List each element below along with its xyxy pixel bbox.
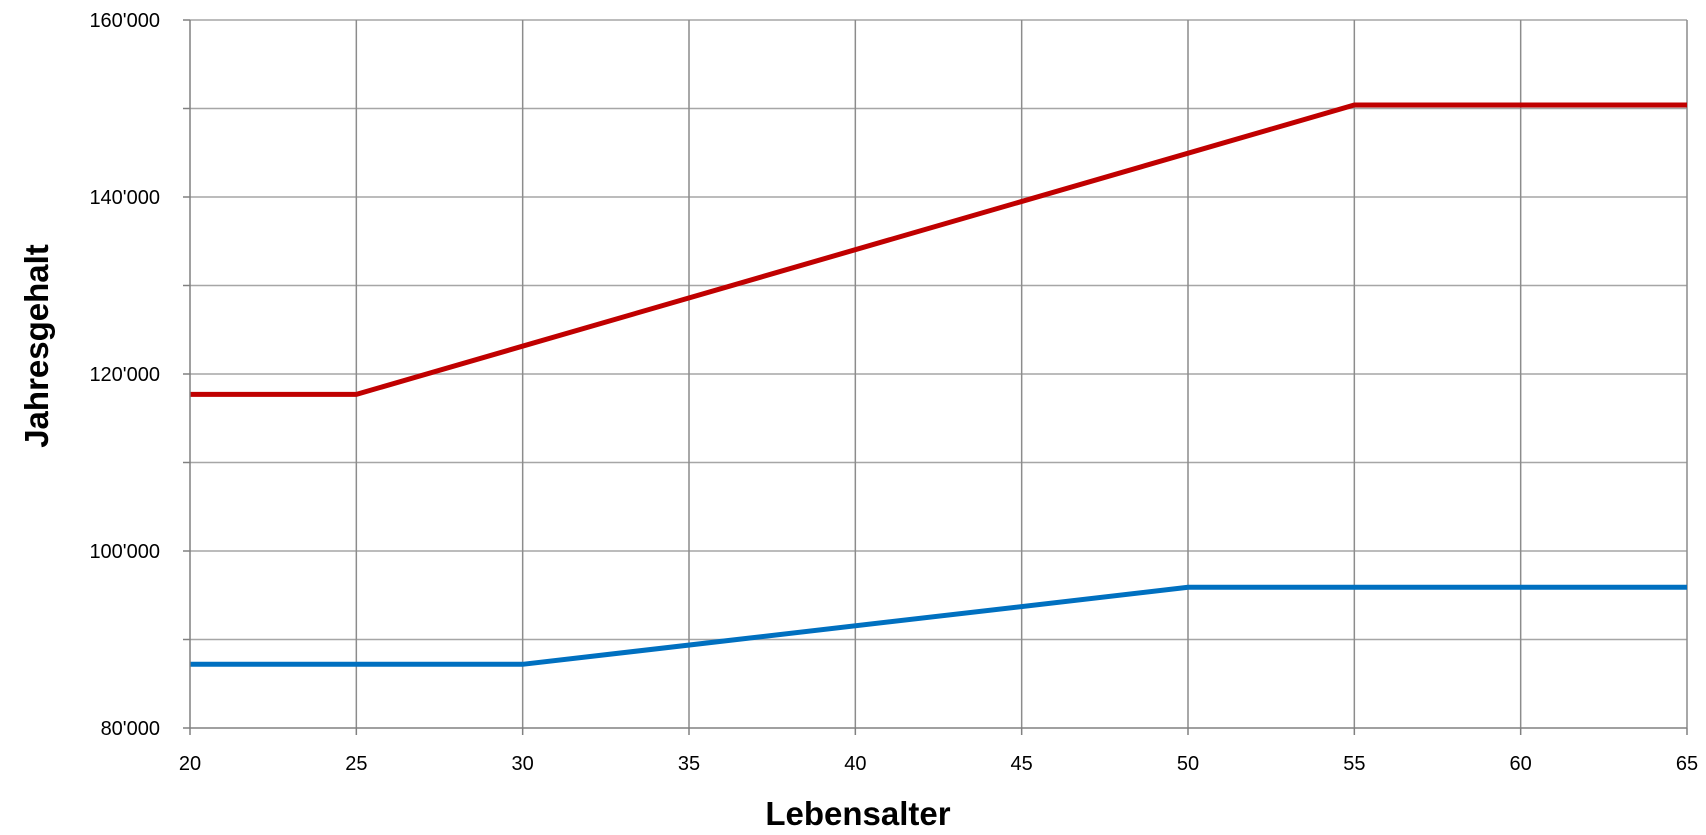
x-tick-label: 55	[1343, 753, 1365, 775]
y-tick-label: 160'000	[89, 10, 160, 32]
x-tick-label: 40	[844, 753, 866, 775]
x-tick-label: 45	[1011, 753, 1033, 775]
y-tick-label: 100'000	[89, 541, 160, 563]
tick-labels: 80'000 100'000 120'000 140'000 160'000 20 25 30…	[89, 10, 1698, 775]
x-tick-label: 30	[512, 753, 534, 775]
x-tick-label: 50	[1177, 753, 1199, 775]
x-tick-label: 25	[345, 753, 367, 775]
series-line-2	[190, 584, 1687, 667]
x-axis-title: Lebensalter	[765, 795, 950, 832]
gridlines	[190, 19, 1688, 728]
x-tick-label: 60	[1510, 753, 1532, 775]
axes	[183, 19, 1688, 735]
series-lines	[190, 102, 1687, 667]
x-tick-label: 20	[179, 753, 201, 775]
series-line-1	[190, 102, 1687, 397]
y-axis-title: Jahresgehalt	[18, 244, 55, 448]
y-tick-label: 120'000	[89, 364, 160, 386]
x-tick-label: 35	[678, 753, 700, 775]
y-tick-label: 140'000	[89, 187, 160, 209]
y-tick-label: 80'000	[101, 718, 160, 740]
x-tick-label: 65	[1676, 753, 1698, 775]
